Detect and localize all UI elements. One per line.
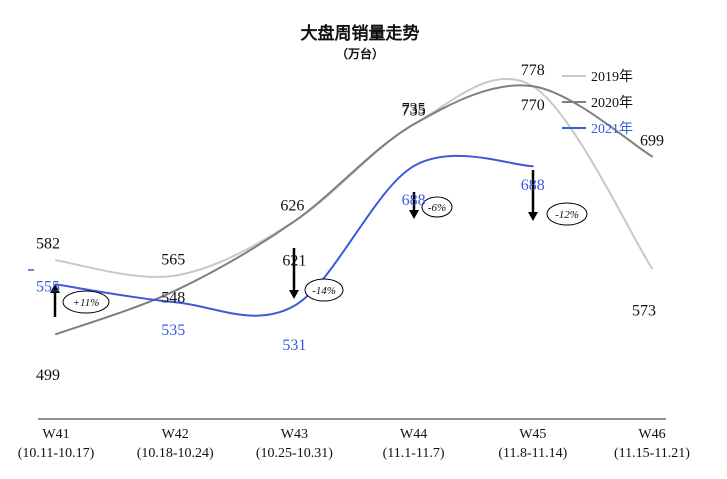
change-badge-text: -14% [312, 285, 336, 297]
x-tick-label: W45 [519, 427, 546, 442]
x-tick-date: (11.15-11.21) [614, 446, 690, 461]
legend-label-1: 2020年 [591, 95, 633, 111]
x-tick-date: (11.8-11.14) [498, 446, 567, 461]
data-label: 555 [36, 278, 60, 295]
annotation-layer: +11% -14% -6% -12% [50, 170, 588, 317]
x-tick-label: W42 [162, 427, 189, 442]
data-label: 699 [640, 132, 664, 149]
series-layer [55, 77, 653, 336]
data-label: 778 [521, 62, 545, 79]
change-arrow-head [289, 290, 299, 299]
change-badge-text: +11% [73, 297, 100, 309]
x-tick-date: (10.11-10.17) [18, 446, 95, 461]
data-label: 626 [280, 197, 304, 214]
series-line-2 [55, 154, 534, 317]
x-tick-date: (11.1-11.7) [383, 446, 445, 461]
x-tick-date: (10.25-10.31) [256, 446, 333, 461]
change-arrow-head [50, 284, 60, 293]
data-label: 770 [521, 97, 545, 114]
data-label: 573 [632, 302, 656, 319]
data-label: 688 [402, 192, 426, 209]
chart-subtitle: （万台） [336, 46, 384, 61]
data-label: 621 [282, 252, 306, 269]
data-label: 548 [161, 290, 185, 307]
x-tick-label: W41 [42, 427, 69, 442]
change-badge [421, 196, 453, 218]
x-tick-label: W46 [638, 427, 665, 442]
change-badge [62, 290, 110, 314]
data-label: 531 [282, 337, 306, 354]
change-badge [304, 278, 344, 302]
data-label: 565 [161, 252, 185, 269]
data-label: 499 [36, 367, 60, 384]
x-tick-label: W43 [281, 427, 308, 442]
x-tick-label: W44 [400, 427, 427, 442]
x-axis: W41 (10.11-10.17) W42 (10.18-10.24) W43 (10.2… [18, 418, 690, 461]
data-label: 582 [36, 235, 60, 252]
change-badge [546, 202, 588, 226]
change-badge-text: -12% [555, 209, 579, 221]
series-line-1 [55, 84, 653, 336]
data-label: 735 [402, 102, 426, 119]
data-label: 688 [521, 177, 545, 194]
change-badge-text: -6% [428, 202, 446, 214]
x-tick-date: (10.18-10.24) [137, 446, 214, 461]
legend-label-0: 2019年 [591, 69, 633, 85]
series-line-0 [55, 77, 653, 278]
data-label: 535 [161, 322, 185, 339]
legend: 2019年 2020年 2021年 [562, 69, 633, 137]
change-arrow-head [528, 212, 538, 221]
change-arrow-head [409, 210, 419, 219]
legend-label-2: 2021年 [591, 121, 633, 137]
data-label: 735 [402, 100, 426, 117]
chart-title: 大盘周销量走势 [301, 23, 420, 44]
